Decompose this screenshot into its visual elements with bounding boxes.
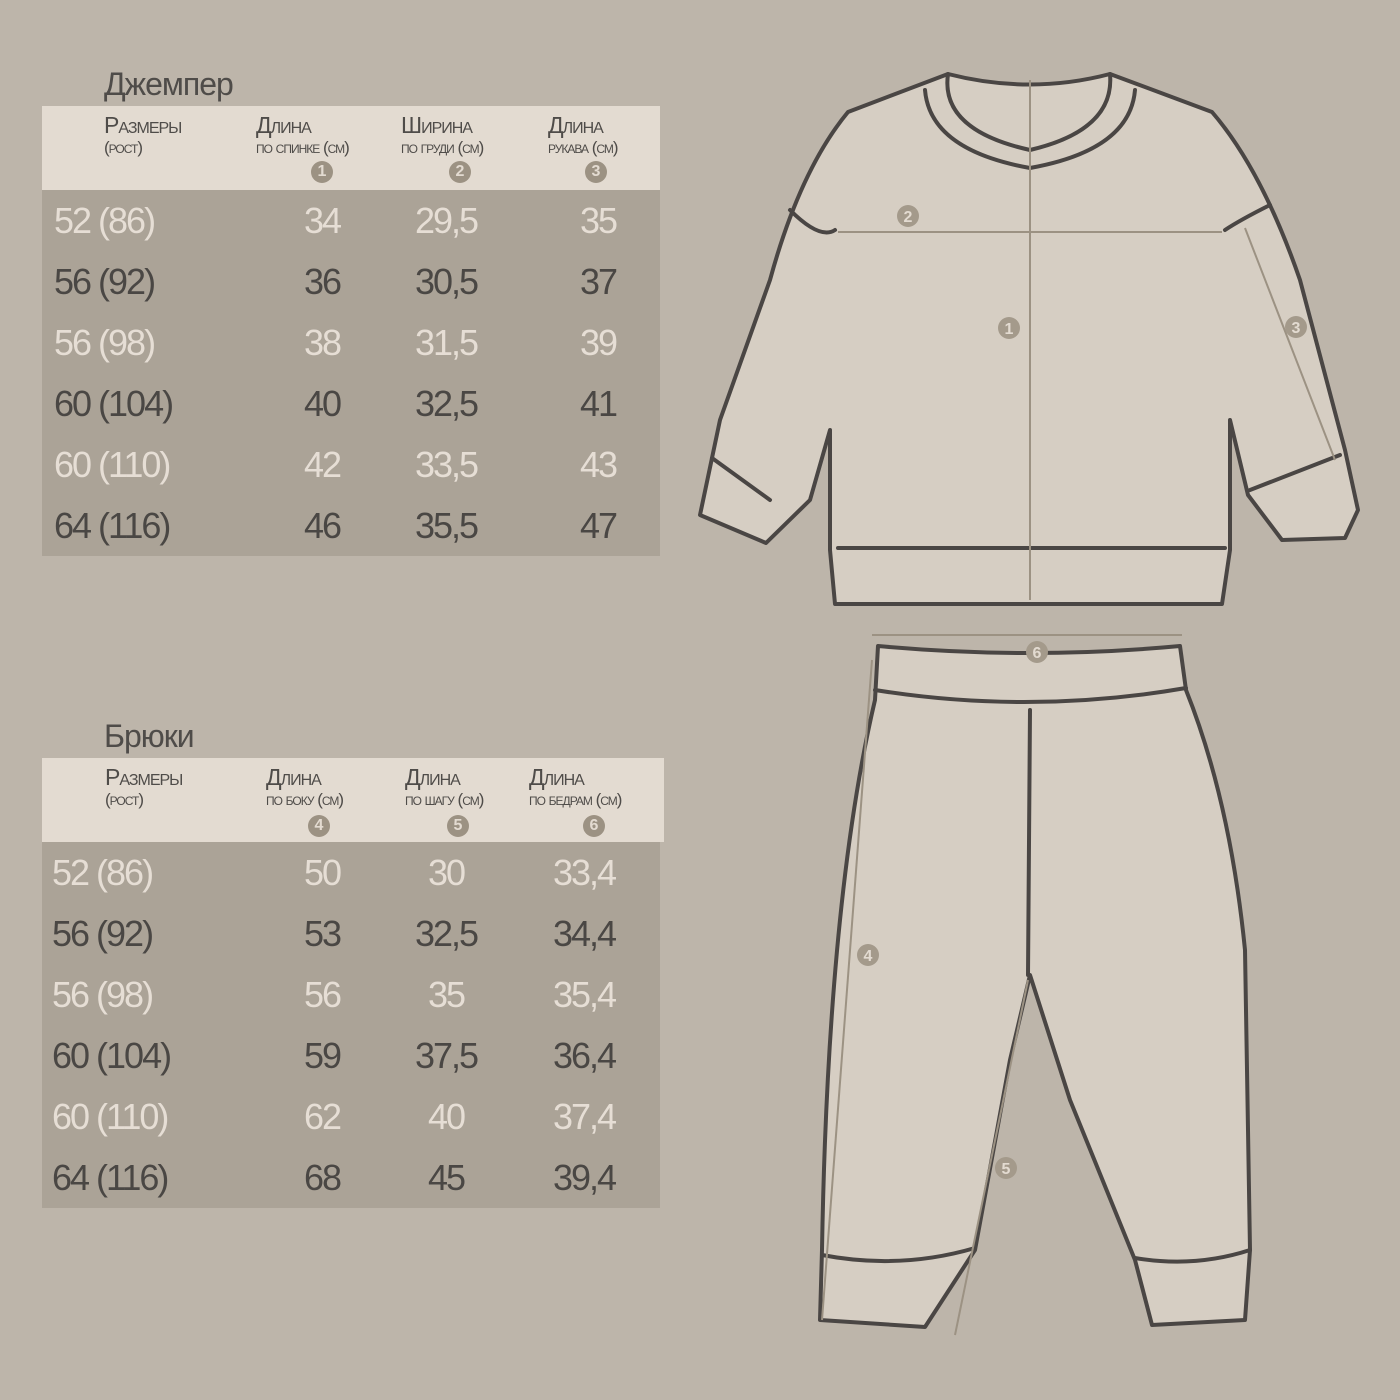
header-chest-width: Ширина по груди (см) (401, 112, 484, 157)
table-header: Размеры (рост) Длина по боку (см) 4 Длина п… (42, 758, 664, 842)
marker-1: 1 (311, 161, 333, 183)
table-row: 56 (98) 56 35 35,4 (42, 964, 660, 1025)
jumper-size-table: Размеры (рост) Длина по спинке (см) 1 Шири… (42, 106, 660, 556)
pants-size-table: Размеры (рост) Длина по боку (см) 4 Длина п… (42, 758, 664, 1208)
measurement-cell: 38 (303, 322, 342, 363)
marker-circle (998, 317, 1020, 339)
pants-title: Брюки (104, 718, 195, 754)
marker-label: 6 (1033, 645, 1042, 662)
measurement-cell: 45 (427, 1157, 466, 1198)
size-cell: 56 (92) (54, 261, 156, 302)
size-cell: 52 (86) (54, 200, 156, 241)
measurement-cell: 30 (427, 852, 466, 893)
table-row: 60 (104) 59 37,5 36,4 (42, 1025, 660, 1086)
measurement-cell: 35,4 (552, 974, 617, 1015)
marker-5: 5 (447, 815, 469, 837)
measurement-cell: 35,5 (414, 505, 479, 546)
marker-3: 3 (585, 161, 607, 183)
table-row: 60 (110) 62 40 37,4 (42, 1086, 660, 1147)
marker-label: 1 (1005, 321, 1014, 338)
measurement-cell: 34 (303, 200, 342, 241)
measurement-cell: 50 (303, 852, 342, 893)
header-side-length: Длина по боку (см) (266, 764, 344, 809)
table-row: 60 (110) 42 33,5 43 (42, 434, 660, 495)
table-row: 60 (104) 40 32,5 41 (42, 373, 660, 434)
measurement-cell: 43 (579, 444, 618, 485)
header-inseam-length: Длина по шагу (см) (405, 764, 484, 809)
measurement-cell: 37 (579, 261, 618, 302)
measurement-cell: 39,4 (552, 1157, 617, 1198)
header-back-length: Длина по спинке (см) (256, 112, 350, 157)
marker-circle (1026, 641, 1048, 663)
measurement-cell: 34,4 (552, 913, 617, 954)
marker-label: 5 (1002, 1161, 1011, 1178)
marker-4: 4 (308, 815, 330, 837)
jumper-title: Джемпер (104, 66, 234, 102)
measurement-cell: 30,5 (414, 261, 479, 302)
table-row: 56 (92) 36 30,5 37 (42, 251, 660, 312)
size-cell: 60 (104) (54, 383, 174, 424)
measurement-cell: 36 (303, 261, 342, 302)
table-body: 52 (86) 34 29,5 35 56 (92) 36 30,5 37 56 (98) 38 3… (42, 190, 660, 556)
measurement-cell: 39 (579, 322, 618, 363)
size-cell: 56 (98) (52, 974, 154, 1015)
measurement-cell: 32,5 (414, 913, 479, 954)
table-row: 52 (86) 34 29,5 35 (42, 190, 660, 251)
measurement-cell: 36,4 (552, 1035, 617, 1076)
measurement-cell: 33,4 (552, 852, 617, 893)
table-header: Размеры (рост) Длина по спинке (см) 1 Шири… (42, 106, 660, 190)
measurement-cell: 29,5 (414, 200, 479, 241)
table-row: 56 (92) 53 32,5 34,4 (42, 903, 660, 964)
marker-label: 2 (904, 209, 913, 226)
measurement-cell: 37,5 (414, 1035, 479, 1076)
measurement-cell: 47 (579, 505, 618, 546)
marker-circle (1285, 316, 1307, 338)
measurement-cell: 42 (303, 444, 342, 485)
size-cell: 64 (116) (52, 1157, 169, 1198)
table-row: 64 (116) 68 45 39,4 (42, 1147, 660, 1208)
size-cell: 56 (92) (52, 913, 154, 954)
measurement-cell: 59 (303, 1035, 342, 1076)
header-hip-length: Длина по бедрам (см) (529, 764, 622, 809)
table-row: 64 (116) 46 35,5 47 (42, 495, 660, 556)
measurement-cell: 62 (303, 1096, 342, 1137)
size-cell: 60 (110) (52, 1096, 169, 1137)
marker-circle (897, 205, 919, 227)
marker-circle (857, 944, 879, 966)
header-size: Размеры (рост) (104, 112, 182, 157)
marker-circle (995, 1157, 1017, 1179)
measurement-cell: 41 (579, 383, 618, 424)
size-cell: 56 (98) (54, 322, 156, 363)
marker-6: 6 (583, 815, 605, 837)
measurement-cell: 68 (303, 1157, 342, 1198)
marker-label: 4 (864, 948, 873, 965)
measurement-cell: 33,5 (414, 444, 479, 485)
marker-label: 3 (1292, 320, 1301, 337)
measurement-cell: 56 (303, 974, 342, 1015)
pants-illustration (818, 644, 1252, 1329)
measurement-cell: 32,5 (414, 383, 479, 424)
measurement-cell: 37,4 (552, 1096, 617, 1137)
size-cell: 60 (110) (54, 444, 171, 485)
measurement-cell: 53 (303, 913, 342, 954)
header-size: Размеры (рост) (105, 764, 183, 809)
table-row: 56 (98) 38 31,5 39 (42, 312, 660, 373)
table-body: 52 (86) 50 30 33,4 56 (92) 53 32,5 34,4 56 (98) 5… (42, 842, 660, 1208)
size-cell: 52 (86) (52, 852, 154, 893)
measurement-cell: 46 (303, 505, 342, 546)
marker-2: 2 (449, 161, 471, 183)
size-cell: 64 (116) (54, 505, 171, 546)
measurement-cell: 35 (427, 974, 466, 1015)
measurement-cell: 35 (579, 200, 618, 241)
size-cell: 60 (104) (52, 1035, 172, 1076)
header-sleeve-length: Длина рукава (см) (548, 112, 619, 157)
measurement-cell: 40 (427, 1096, 466, 1137)
table-row: 52 (86) 50 30 33,4 (42, 842, 660, 903)
measurement-cell: 31,5 (414, 322, 479, 363)
measurement-cell: 40 (303, 383, 342, 424)
